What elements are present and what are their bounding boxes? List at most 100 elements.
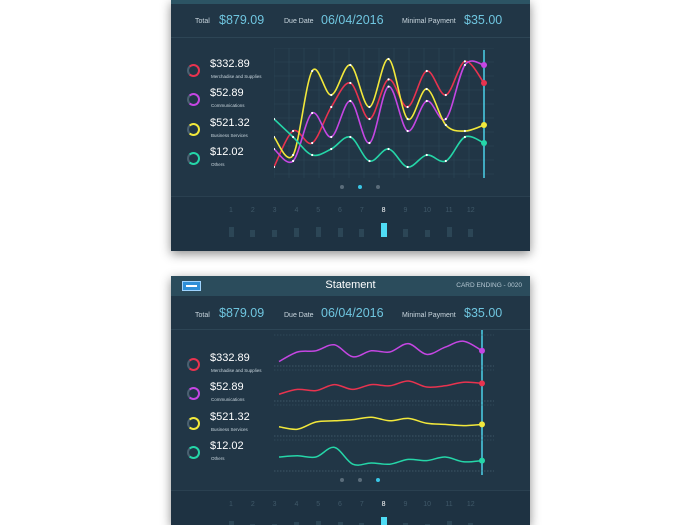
month-bar[interactable] — [228, 226, 234, 237]
month-bar[interactable] — [337, 228, 343, 237]
legend-others[interactable]: $12.02 Others — [183, 146, 293, 174]
month-bar[interactable] — [272, 523, 278, 525]
due-date-value: 06/04/2016 — [321, 306, 384, 320]
month-bar[interactable] — [293, 522, 299, 525]
month-label[interactable]: 6 — [338, 501, 342, 508]
month-label[interactable]: 5 — [316, 207, 321, 214]
data-point — [425, 69, 428, 73]
data-point — [274, 117, 276, 121]
summary-bar: Total $879.09 Due Date 06/04/2016 Minima… — [171, 4, 530, 38]
legend-merchandise[interactable]: $332.89 Merchadise and Supplies — [183, 58, 293, 86]
statement-panel: Statement CARD ENDING - 0020 Total $879.… — [171, 276, 530, 525]
data-point — [330, 135, 333, 139]
ring-chart-icon — [187, 358, 200, 371]
month-label[interactable]: 7 — [359, 207, 364, 214]
month-bar[interactable] — [446, 226, 452, 237]
series-end-marker[interactable] — [479, 421, 485, 428]
month-selector[interactable]: 1 2 3 4 5 6 7 8 9 10 11 12 — [171, 490, 530, 525]
month-label[interactable]: 1 — [229, 501, 233, 508]
month-label[interactable]: 12 — [466, 207, 475, 214]
data-point — [425, 153, 428, 157]
due-date-value: 06/04/2016 — [321, 13, 384, 27]
legend-merchandise[interactable]: $332.89 Merchadise and Supplies — [183, 352, 293, 380]
series-end-marker[interactable] — [479, 380, 485, 387]
month-label[interactable]: 3 — [272, 207, 277, 214]
divider — [171, 329, 530, 330]
month-label[interactable]: 4 — [294, 207, 299, 214]
month-bar-selected[interactable] — [380, 223, 387, 237]
month-label[interactable]: 12 — [466, 501, 475, 508]
page-dot[interactable] — [358, 478, 362, 482]
series-end-marker[interactable] — [481, 122, 487, 128]
legend-business-services[interactable]: $521.32 Business Services — [183, 117, 293, 145]
month-bar[interactable] — [402, 522, 408, 525]
category-amount: $332.89 — [210, 352, 250, 364]
month-label[interactable]: 2 — [250, 501, 255, 508]
month-label[interactable]: 5 — [316, 501, 321, 508]
legend-communications[interactable]: $52.89 Communications — [183, 87, 293, 115]
series-end-marker[interactable] — [481, 62, 487, 68]
month-bar[interactable] — [228, 520, 234, 525]
month-bar[interactable] — [359, 522, 365, 525]
month-label[interactable]: 9 — [403, 501, 408, 508]
category-amount: $52.89 — [210, 87, 244, 99]
month-label[interactable]: 2 — [250, 207, 255, 214]
month-label[interactable]: 11 — [445, 207, 453, 214]
month-label[interactable]: 10 — [423, 501, 432, 508]
month-label[interactable]: 9 — [403, 207, 408, 214]
ring-chart-icon — [187, 417, 200, 430]
pagination-dots — [171, 185, 530, 191]
month-label[interactable]: 8 — [381, 501, 386, 508]
page-dot[interactable] — [376, 185, 380, 189]
category-amount: $12.02 — [210, 146, 244, 158]
month-bar[interactable] — [402, 228, 408, 237]
month-label[interactable]: 11 — [445, 501, 453, 508]
month-label[interactable]: 1 — [229, 207, 233, 214]
page-dot[interactable] — [340, 478, 344, 482]
month-label[interactable]: 3 — [272, 501, 277, 508]
series-end-marker[interactable] — [481, 80, 487, 86]
series-line — [278, 446, 483, 466]
series-end-marker[interactable] — [481, 140, 487, 146]
data-point — [406, 105, 409, 109]
month-bar[interactable] — [315, 226, 321, 237]
month-bar[interactable] — [337, 522, 343, 525]
month-bar[interactable] — [468, 228, 474, 237]
series-end-marker[interactable] — [479, 457, 485, 464]
data-point — [444, 117, 447, 121]
month-bar[interactable] — [468, 522, 474, 525]
month-bar[interactable] — [272, 229, 278, 237]
data-point — [311, 111, 314, 115]
month-selector[interactable]: 1 2 3 4 5 6 7 8 9 10 11 12 — [171, 196, 530, 251]
page-dot-active[interactable] — [376, 478, 380, 482]
month-label[interactable]: 6 — [338, 207, 342, 214]
total-label: Total — [195, 312, 210, 319]
month-bar[interactable] — [424, 229, 430, 237]
legend-business-services[interactable]: $521.32 Business Services — [183, 411, 293, 439]
data-point — [349, 99, 352, 103]
spending-stacked-lines[interactable] — [274, 330, 494, 475]
month-bar[interactable] — [250, 523, 256, 525]
page-dot-active[interactable] — [358, 185, 362, 189]
data-point — [463, 129, 467, 133]
series-end-marker[interactable] — [479, 347, 485, 354]
month-bar[interactable] — [315, 520, 321, 525]
month-label[interactable]: 8 — [381, 207, 386, 214]
month-bar[interactable] — [359, 228, 365, 237]
minimal-payment-label: Minimal Payment — [402, 312, 456, 319]
month-bar[interactable] — [293, 228, 299, 237]
month-bar[interactable] — [250, 229, 256, 237]
month-label[interactable]: 10 — [423, 207, 432, 214]
month-bar[interactable] — [424, 523, 430, 525]
month-label[interactable]: 4 — [294, 501, 299, 508]
month-bar-selected[interactable] — [380, 517, 387, 525]
page-dot[interactable] — [340, 185, 344, 189]
card-logo-icon — [182, 281, 201, 291]
data-point — [291, 159, 295, 163]
month-label[interactable]: 7 — [359, 501, 364, 508]
legend-communications[interactable]: $52.89 Communications — [183, 381, 293, 409]
category-amount: $521.32 — [210, 411, 250, 423]
legend-others[interactable]: $12.02 Others — [183, 440, 293, 468]
spending-line-chart[interactable] — [274, 48, 494, 178]
month-bar[interactable] — [446, 520, 452, 525]
